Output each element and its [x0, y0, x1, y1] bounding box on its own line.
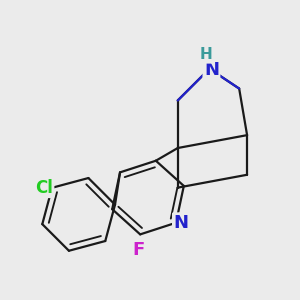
- Text: H: H: [200, 47, 213, 62]
- Text: N: N: [204, 61, 219, 79]
- Text: N: N: [173, 214, 188, 232]
- Text: F: F: [132, 241, 144, 259]
- Text: Cl: Cl: [35, 179, 53, 197]
